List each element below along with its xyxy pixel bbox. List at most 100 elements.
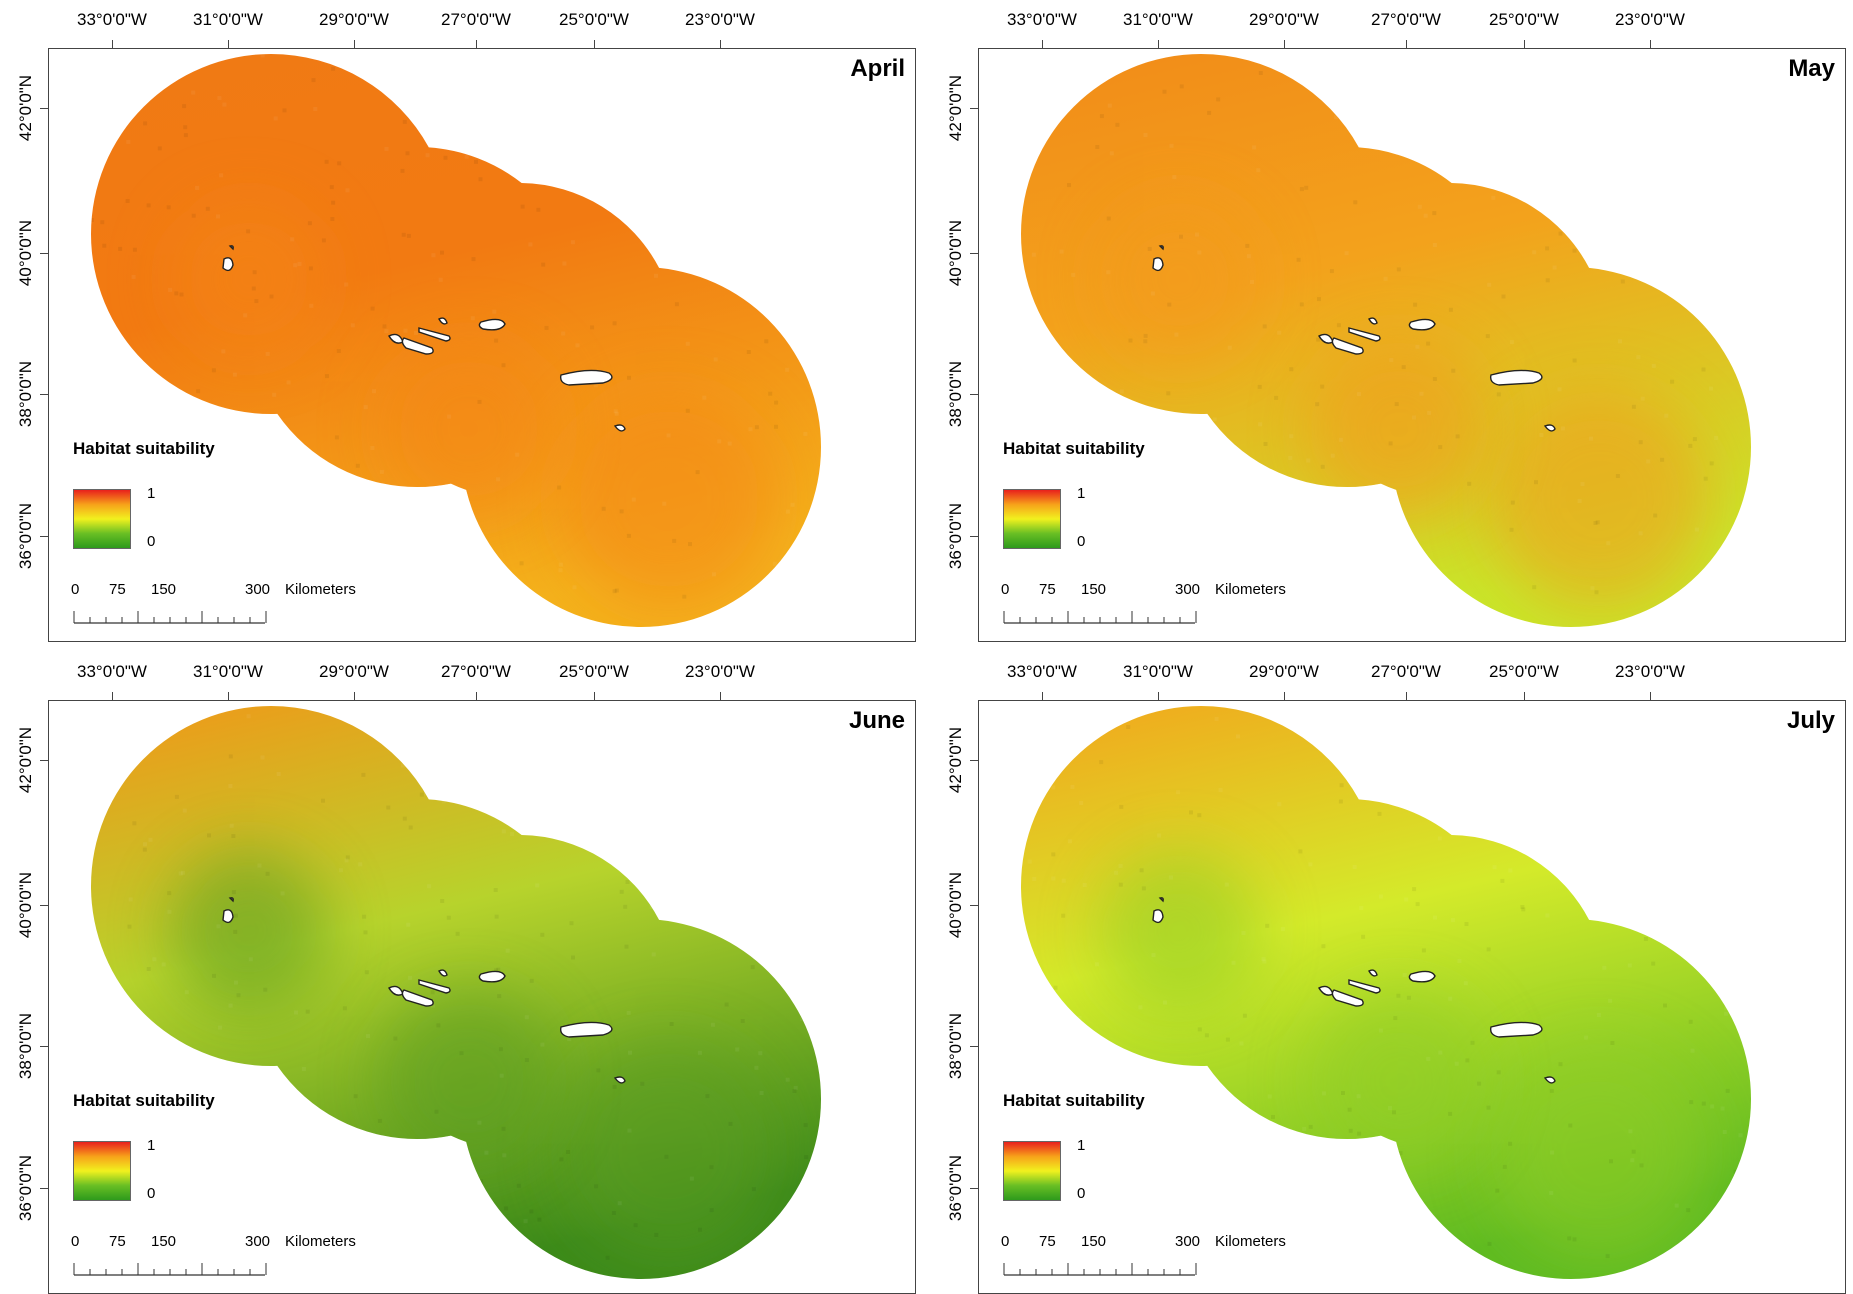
noise-speck <box>1627 963 1632 968</box>
noise-speck <box>1197 250 1202 255</box>
noise-speck <box>311 78 316 83</box>
noise-speck <box>1569 772 1573 777</box>
noise-speck <box>1329 269 1334 274</box>
noise-speck <box>325 374 329 379</box>
noise-speck <box>1804 275 1808 279</box>
noise-speck <box>1654 89 1659 94</box>
noise-speck <box>321 503 325 508</box>
noise-speck <box>431 1003 435 1008</box>
noise-speck <box>414 330 418 335</box>
noise-speck <box>157 1151 161 1156</box>
noise-speck <box>1620 279 1625 284</box>
noise-speck <box>216 924 221 929</box>
noise-speck <box>764 339 769 344</box>
noise-speck <box>882 748 886 752</box>
noise-speck <box>1227 345 1232 350</box>
noise-speck <box>1478 54 1483 59</box>
noise-speck <box>723 102 728 107</box>
island <box>1348 327 1381 342</box>
noise-speck <box>1453 100 1458 105</box>
noise-speck <box>1463 706 1468 710</box>
noise-speck <box>212 973 216 978</box>
noise-speck <box>853 937 857 941</box>
noise-speck <box>1150 1071 1155 1076</box>
noise-speck <box>1099 114 1104 119</box>
noise-speck <box>763 149 768 154</box>
noise-speck <box>1112 706 1117 707</box>
map-panel-april: 33°0'0"W 31°0'0"W 29°0'0"W 27°0'0"W 25°0'0"W… <box>0 0 916 642</box>
noise-speck <box>118 246 123 251</box>
noise-speck <box>524 1015 529 1020</box>
latitude-label: 36°0'0"N <box>946 1154 965 1222</box>
noise-speck <box>1055 1062 1060 1067</box>
noise-speck <box>1261 957 1266 962</box>
noise-speck <box>499 1073 504 1078</box>
noise-speck <box>1147 482 1152 487</box>
noise-speck <box>1220 1133 1225 1138</box>
noise-speck <box>1269 517 1274 522</box>
noise-speck <box>1258 422 1263 427</box>
noise-speck <box>344 1228 349 1233</box>
noise-speck <box>1360 1189 1365 1194</box>
noise-speck <box>1216 1201 1220 1206</box>
noise-speck <box>1789 909 1793 913</box>
noise-speck <box>1662 856 1667 861</box>
noise-speck <box>1107 706 1111 711</box>
noise-speck <box>754 1065 759 1070</box>
noise-speck <box>291 515 296 520</box>
noise-speck <box>851 198 855 202</box>
island <box>1152 909 1164 924</box>
noise-speck <box>464 154 469 159</box>
noise-speck <box>551 712 556 717</box>
noise-speck <box>1032 1254 1037 1259</box>
noise-speck <box>779 591 784 596</box>
suitability-patch <box>1309 991 1489 1171</box>
noise-speck <box>1451 368 1456 373</box>
noise-speck <box>532 1254 537 1258</box>
longitude-tick <box>228 40 229 48</box>
noise-speck <box>286 380 291 385</box>
noise-speck <box>1540 76 1545 81</box>
noise-speck <box>1501 294 1506 299</box>
island <box>438 317 448 325</box>
noise-speck <box>1071 272 1076 277</box>
noise-speck <box>1162 89 1167 94</box>
noise-speck <box>1051 785 1056 790</box>
noise-speck <box>179 292 184 297</box>
noise-speck <box>111 358 116 363</box>
noise-speck <box>1231 960 1236 965</box>
noise-speck <box>393 1036 398 1041</box>
noise-speck <box>635 110 640 115</box>
noise-speck <box>1502 1164 1507 1169</box>
noise-speck <box>127 924 132 929</box>
noise-speck <box>1297 718 1302 723</box>
noise-speck <box>822 1005 826 1009</box>
noise-speck <box>717 844 722 848</box>
island <box>1158 245 1164 251</box>
legend-min-label: 0 <box>1077 1185 1086 1202</box>
scale-unit: Kilometers <box>1215 1233 1286 1250</box>
latitude-tick <box>970 760 978 761</box>
noise-speck <box>216 214 220 219</box>
noise-speck <box>319 542 324 546</box>
noise-speck <box>1333 731 1338 736</box>
noise-speck <box>1776 93 1780 97</box>
noise-speck <box>1438 445 1443 450</box>
noise-speck <box>629 174 634 179</box>
noise-speck <box>1699 834 1704 839</box>
noise-speck <box>1413 302 1418 307</box>
noise-speck <box>1412 415 1416 420</box>
scale-label: 0 <box>1001 1233 1010 1250</box>
noise-speck <box>1800 1179 1804 1183</box>
noise-speck <box>1392 1110 1396 1115</box>
noise-speck <box>1246 254 1251 259</box>
noise-speck <box>1615 474 1620 478</box>
noise-speck <box>664 1154 669 1159</box>
noise-speck <box>1635 176 1640 180</box>
noise-speck <box>812 247 817 251</box>
noise-speck <box>1277 330 1282 335</box>
month-label: June <box>848 707 905 734</box>
longitude-tick <box>354 692 355 700</box>
noise-speck <box>1167 1109 1172 1113</box>
scale-label: 150 <box>1081 1233 1107 1250</box>
